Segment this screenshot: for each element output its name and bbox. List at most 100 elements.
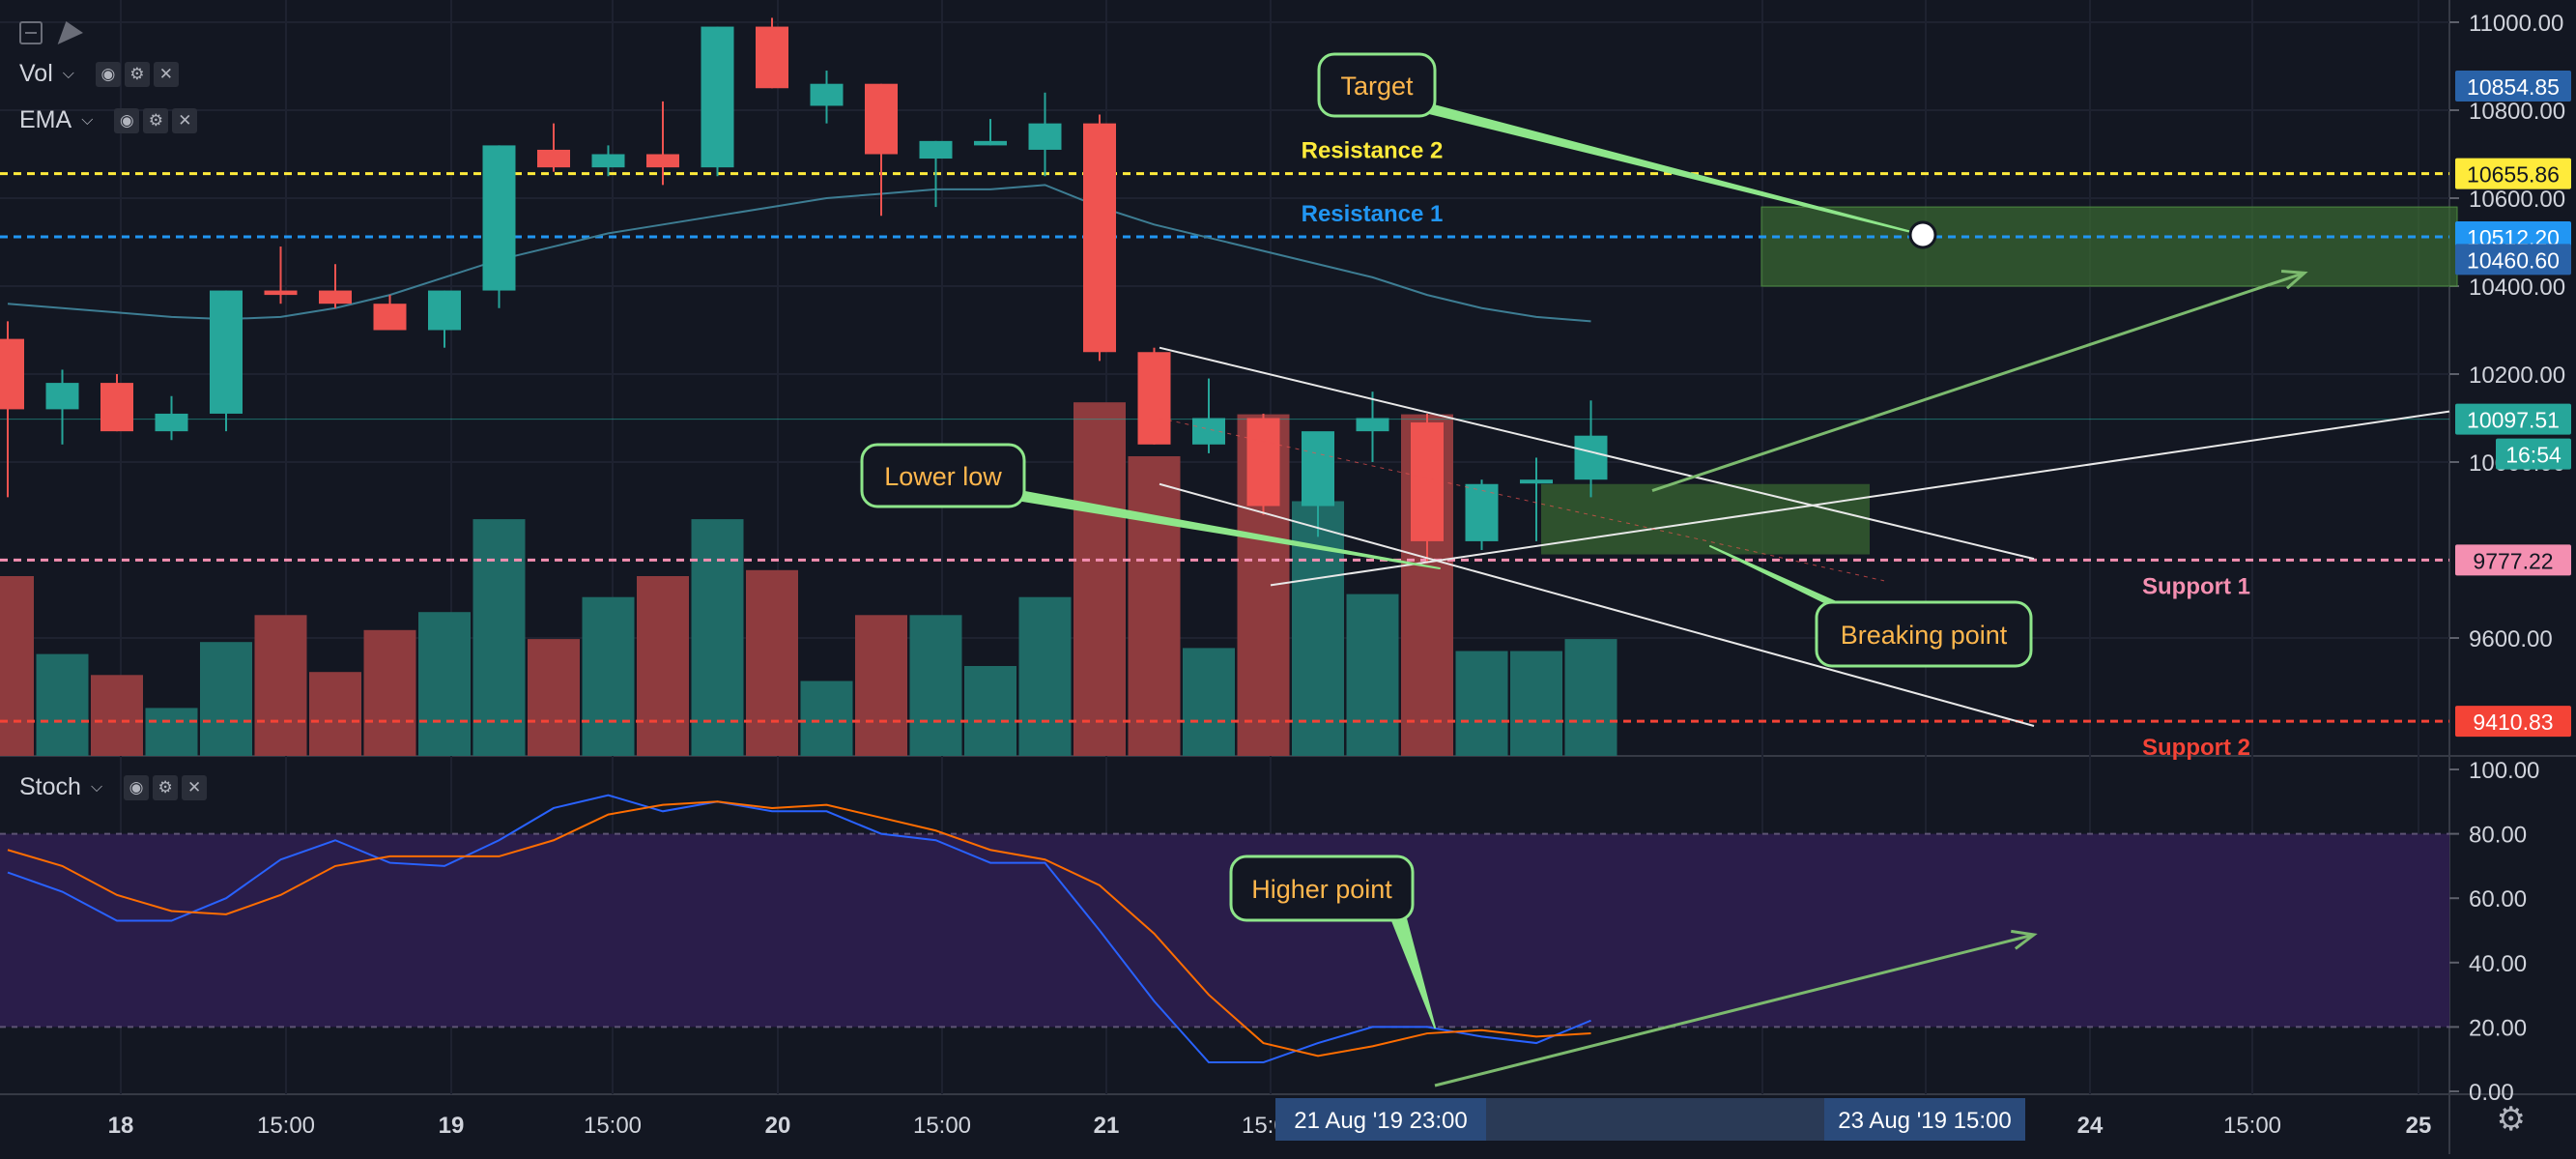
candle-body	[319, 290, 352, 304]
level-price-tag-text: 9410.83	[2473, 710, 2553, 735]
candle-body	[482, 145, 516, 291]
channel-upper-line	[1159, 346, 2035, 561]
legend-stoch-label: Stoch	[19, 773, 81, 800]
price-axis-tick-label: 10200.00	[2469, 362, 2565, 389]
axis-price-tag	[2455, 244, 2571, 275]
stoch-trend-arrow-head	[2011, 929, 2038, 950]
legend-vol-label: Vol	[19, 60, 53, 87]
legend-ema-label: EMA	[19, 106, 72, 133]
level-price-tag	[2455, 158, 2571, 189]
stoch-axis-tick-label: 40.00	[2469, 951, 2527, 977]
candle-body	[210, 290, 243, 414]
level-price-tag-text: 9777.22	[2473, 548, 2553, 573]
level-label: Support 2	[2142, 735, 2250, 761]
volume-bar	[964, 666, 1016, 756]
gear-icon[interactable]: ⚙	[143, 107, 169, 133]
legend-ema[interactable]: EMA ⌵ ◉ ⚙ ✕	[19, 106, 201, 134]
legend-stoch[interactable]: Stoch ⌵ ◉ ⚙ ✕	[19, 773, 211, 801]
volume-bar	[1346, 594, 1399, 756]
time-axis-tick-label: 20	[765, 1113, 791, 1139]
axis-price-tag	[2455, 71, 2571, 102]
crosshair-date-text: 21 Aug '19 23:00	[1294, 1108, 1467, 1134]
eye-icon[interactable]: ◉	[124, 774, 150, 800]
stoch-axis-tick-label: 20.00	[2469, 1015, 2527, 1041]
channel-lower-line	[1159, 482, 2035, 727]
axis-price-tag-text: 10097.51	[2467, 408, 2560, 433]
volume-bar	[637, 576, 689, 756]
pane-controls	[19, 21, 88, 44]
flag-icon[interactable]	[57, 21, 88, 44]
crosshair-date-tag	[1824, 1098, 2025, 1141]
price-axis-tick-label: 9600.00	[2469, 626, 2553, 652]
candle-body	[373, 304, 407, 331]
close-icon[interactable]: ✕	[153, 61, 179, 87]
axis-price-tag	[2455, 403, 2571, 435]
lower-low-callout-text: Lower low	[884, 462, 1002, 491]
volume-bar	[91, 675, 143, 756]
close-icon[interactable]: ✕	[182, 774, 208, 800]
time-axis-tick-label: 18	[108, 1113, 134, 1139]
level-label: Support 1	[2142, 573, 2250, 599]
volume-bar	[1564, 639, 1617, 756]
chevron-down-icon[interactable]: ⌵	[81, 111, 94, 129]
volume-bar	[1128, 456, 1181, 756]
time-axis-tick-label: 15:00	[584, 1113, 642, 1139]
volume-bar	[200, 642, 252, 756]
volume-bar	[528, 639, 580, 756]
candle-body	[756, 26, 788, 89]
candle-body	[428, 290, 461, 331]
support-trend-line	[1270, 410, 2450, 587]
higher-point-callout-box	[1229, 855, 1415, 922]
stoch-axis-tick-label: 60.00	[2469, 886, 2527, 913]
gear-icon[interactable]: ⚙	[153, 774, 179, 800]
chevron-down-icon[interactable]: ⌵	[62, 65, 74, 82]
candle-body	[1137, 352, 1171, 445]
volume-bar	[0, 576, 34, 756]
volume-bar	[746, 569, 798, 756]
candle-body	[1574, 435, 1608, 480]
stoch-d-line	[7, 800, 1591, 1058]
collapse-icon[interactable]	[19, 21, 43, 44]
countdown-tag	[2496, 438, 2571, 470]
time-axis-tick-label: 15:00	[2223, 1113, 2281, 1139]
volume-bar	[1018, 596, 1072, 756]
candle-body	[1246, 418, 1280, 507]
stoch-axis-tick-label: 80.00	[2469, 823, 2527, 849]
eye-icon[interactable]: ◉	[114, 107, 140, 133]
eye-icon[interactable]: ◉	[95, 61, 121, 87]
price-axis-tick-label: 11000.00	[2469, 11, 2563, 37]
volume-bar	[309, 672, 361, 756]
gear-icon[interactable]: ⚙	[124, 61, 150, 87]
level-label: Resistance 1	[1302, 201, 1444, 227]
close-icon[interactable]: ✕	[172, 107, 198, 133]
price-target-arrow	[1651, 271, 2305, 492]
candle-body	[1411, 422, 1444, 541]
candle-body	[1520, 479, 1553, 484]
ema-line	[7, 184, 1591, 323]
volume-bar	[909, 615, 962, 756]
volume-bar	[855, 615, 907, 756]
candle-body	[701, 26, 734, 168]
level-price-tag-text: 10655.86	[2467, 162, 2560, 188]
price-axis-area	[2449, 0, 2576, 1154]
time-axis-tick-label: 24	[2077, 1113, 2104, 1139]
volume-bar	[418, 612, 471, 756]
volume-bar	[1455, 651, 1508, 756]
breaking-point-callout-text: Breaking point	[1841, 621, 2008, 650]
countdown-tag-text: 16:54	[2505, 443, 2562, 468]
settings-gear-icon[interactable]: ⚙	[2496, 1101, 2526, 1138]
breaking-point-callout-box	[1815, 600, 2033, 668]
target-zone	[1760, 206, 2458, 287]
stoch-band	[0, 833, 2449, 1028]
volume-bar	[254, 615, 307, 756]
chevron-down-icon[interactable]: ⌵	[90, 778, 103, 796]
candle-body	[1356, 418, 1389, 432]
legend-vol[interactable]: Vol ⌵ ◉ ⚙ ✕	[19, 60, 183, 88]
volume-bar	[1292, 501, 1344, 756]
crosshair-date-text: 23 Aug '19 15:00	[1838, 1108, 2011, 1134]
candle-body	[865, 83, 898, 155]
candle-body	[646, 154, 679, 168]
candle-body	[919, 140, 953, 159]
